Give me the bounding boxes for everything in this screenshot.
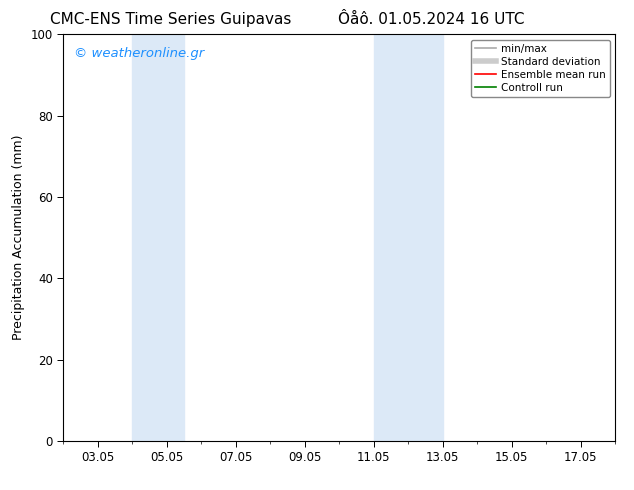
Legend: min/max, Standard deviation, Ensemble mean run, Controll run: min/max, Standard deviation, Ensemble me… — [470, 40, 610, 97]
Bar — [133, 34, 184, 441]
Text: CMC-ENS Time Series Guipavas: CMC-ENS Time Series Guipavas — [51, 12, 292, 27]
Y-axis label: Precipitation Accumulation (mm): Precipitation Accumulation (mm) — [12, 135, 25, 341]
Bar — [373, 34, 443, 441]
Text: © weatheronline.gr: © weatheronline.gr — [74, 47, 205, 59]
Text: Ôåô. 01.05.2024 16 UTC: Ôåô. 01.05.2024 16 UTC — [338, 12, 524, 27]
